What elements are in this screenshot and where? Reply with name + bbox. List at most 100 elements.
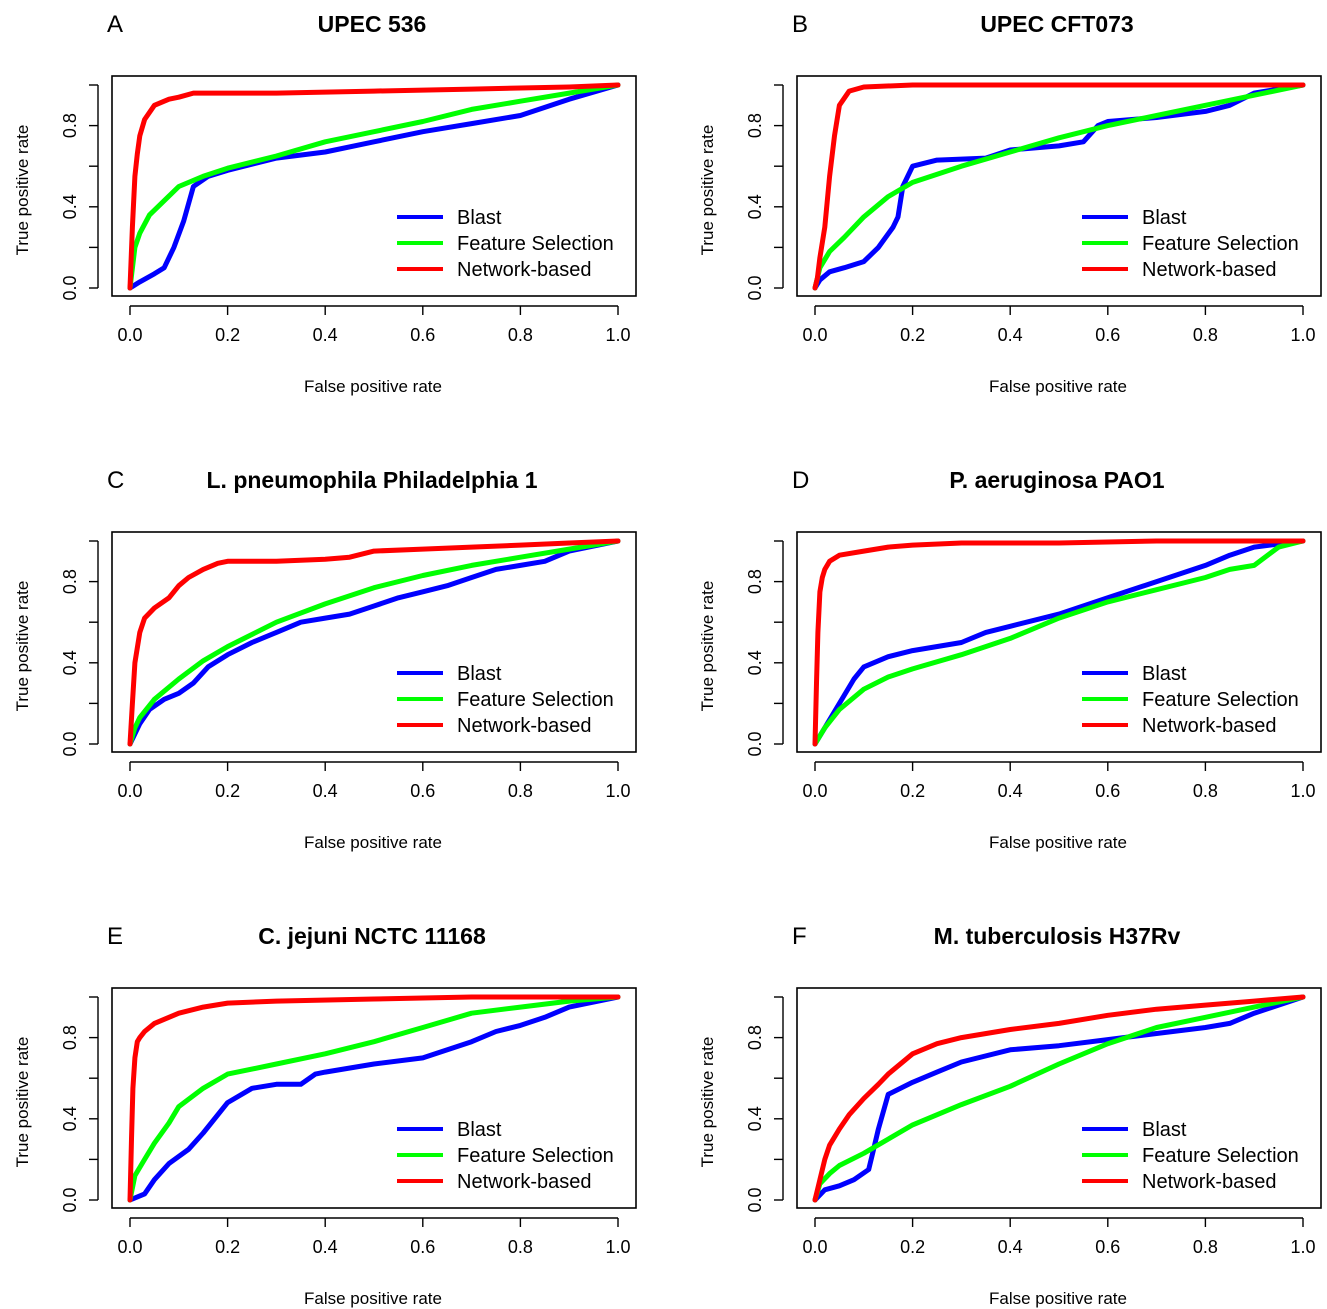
panel-title: P. aeruginosa PAO1 <box>949 467 1164 493</box>
y-tick-label: 0.4 <box>60 1106 80 1131</box>
y-axis-label: True positive rate <box>698 125 717 256</box>
x-tick-label: 0.8 <box>508 325 533 345</box>
plot-frame <box>111 531 637 753</box>
x-tick-label: 0.8 <box>1193 1237 1218 1257</box>
panel-a: A UPEC 536 0.0 0.2 0.4 0.6 0.8 1.0 False positiv… <box>13 11 637 396</box>
series-line-feature-selection <box>127 538 621 747</box>
legend-label: Feature Selection <box>457 233 614 255</box>
x-tick-label: 0.2 <box>900 325 925 345</box>
series-line-blast <box>812 82 1306 291</box>
x-tick-label: 0.2 <box>900 1237 925 1257</box>
x-axis-label: False positive rate <box>989 833 1127 852</box>
x-tick-label: 0.2 <box>215 325 240 345</box>
y-tick-label: 0.0 <box>745 1187 765 1212</box>
x-tick-label: 0.4 <box>998 781 1023 801</box>
legend-label: Network-based <box>457 715 592 737</box>
panel-letter: E <box>107 923 123 950</box>
series-line-blast <box>812 994 1306 1203</box>
x-tick-label: 1.0 <box>605 325 630 345</box>
legend-label: Feature Selection <box>1142 1145 1299 1167</box>
series-line-feature-selection <box>812 82 1306 291</box>
panel-c: C L. pneumophila Philadelphia 1 0.0 0.2 0.4 0… <box>13 467 637 852</box>
x-tick-label: 0.2 <box>215 1237 240 1257</box>
x-tick-label: 0.4 <box>313 781 338 801</box>
panel-letter: C <box>107 467 124 494</box>
y-tick-label: 0.4 <box>60 650 80 675</box>
series-line-feature-selection <box>812 994 1306 1203</box>
x-tick-label: 0.8 <box>508 1237 533 1257</box>
legend-label: Feature Selection <box>457 689 614 711</box>
x-axis-label: False positive rate <box>304 833 442 852</box>
x-axis-label: False positive rate <box>989 377 1127 396</box>
y-tick-label: 0.8 <box>60 113 80 138</box>
legend-label: Feature Selection <box>1142 233 1299 255</box>
x-tick-label: 0.6 <box>410 1237 435 1257</box>
legend-label: Network-based <box>457 1171 592 1193</box>
x-tick-label: 1.0 <box>605 781 630 801</box>
x-tick-label: 0.0 <box>802 781 827 801</box>
series-line-network-based <box>812 82 1306 291</box>
legend-label: Blast <box>1142 1119 1187 1141</box>
y-tick-label: 0.4 <box>745 1106 765 1131</box>
series-line-blast <box>812 538 1306 747</box>
series-line-blast <box>127 538 621 747</box>
legend-label: Feature Selection <box>1142 689 1299 711</box>
legend-label: Network-based <box>457 259 592 281</box>
x-tick-label: 0.0 <box>117 781 142 801</box>
plot-frame <box>796 531 1322 753</box>
y-axis-label: True positive rate <box>13 581 32 712</box>
y-tick-label: 0.0 <box>745 275 765 300</box>
y-tick-label: 0.4 <box>60 194 80 219</box>
y-tick-label: 0.8 <box>745 1025 765 1050</box>
plot-frame <box>796 75 1322 297</box>
legend-label: Blast <box>1142 663 1187 685</box>
series-line-feature-selection <box>127 82 621 291</box>
x-tick-label: 0.6 <box>1095 781 1120 801</box>
x-tick-label: 0.0 <box>117 1237 142 1257</box>
x-tick-label: 0.0 <box>117 325 142 345</box>
y-tick-label: 0.8 <box>745 569 765 594</box>
x-tick-label: 1.0 <box>605 1237 630 1257</box>
series-line-network-based <box>127 994 621 1203</box>
plot-frame <box>111 987 637 1209</box>
x-tick-label: 0.4 <box>998 1237 1023 1257</box>
x-tick-label: 0.6 <box>410 781 435 801</box>
y-tick-label: 0.8 <box>60 1025 80 1050</box>
legend-label: Network-based <box>1142 1171 1277 1193</box>
panel-b: B UPEC CFT073 0.0 0.2 0.4 0.6 0.8 1.0 False posi… <box>698 11 1322 396</box>
y-tick-label: 0.8 <box>60 569 80 594</box>
series-line-network-based <box>812 538 1306 747</box>
x-tick-label: 1.0 <box>1290 325 1315 345</box>
legend-label: Blast <box>457 1119 502 1141</box>
x-tick-label: 0.2 <box>900 781 925 801</box>
x-tick-label: 0.8 <box>1193 781 1218 801</box>
series-line-blast <box>127 82 621 291</box>
y-tick-label: 0.0 <box>60 1187 80 1212</box>
series-line-network-based <box>812 994 1306 1203</box>
x-tick-label: 0.6 <box>1095 325 1120 345</box>
panel-letter: A <box>107 11 123 38</box>
y-tick-label: 0.8 <box>745 113 765 138</box>
x-tick-label: 1.0 <box>1290 1237 1315 1257</box>
x-tick-label: 0.6 <box>1095 1237 1120 1257</box>
legend-label: Blast <box>457 207 502 229</box>
x-tick-label: 0.8 <box>1193 325 1218 345</box>
series-line-feature-selection <box>127 994 621 1203</box>
x-tick-label: 0.4 <box>313 1237 338 1257</box>
x-tick-label: 1.0 <box>1290 781 1315 801</box>
y-tick-label: 0.0 <box>745 731 765 756</box>
y-tick-label: 0.0 <box>60 275 80 300</box>
panel-title: C. jejuni NCTC 11168 <box>258 923 486 949</box>
series-line-blast <box>127 994 621 1203</box>
legend-label: Blast <box>457 663 502 685</box>
panel-letter: F <box>792 923 807 950</box>
panel-title: M. tuberculosis H37Rv <box>934 923 1181 949</box>
legend-label: Network-based <box>1142 259 1277 281</box>
x-tick-label: 0.6 <box>410 325 435 345</box>
panel-f: F M. tuberculosis H37Rv 0.0 0.2 0.4 0.6 0.8 1.0… <box>698 923 1322 1308</box>
panel-title: L. pneumophila Philadelphia 1 <box>207 467 538 493</box>
y-tick-label: 0.4 <box>745 194 765 219</box>
y-axis-label: True positive rate <box>13 125 32 256</box>
x-tick-label: 0.4 <box>998 325 1023 345</box>
